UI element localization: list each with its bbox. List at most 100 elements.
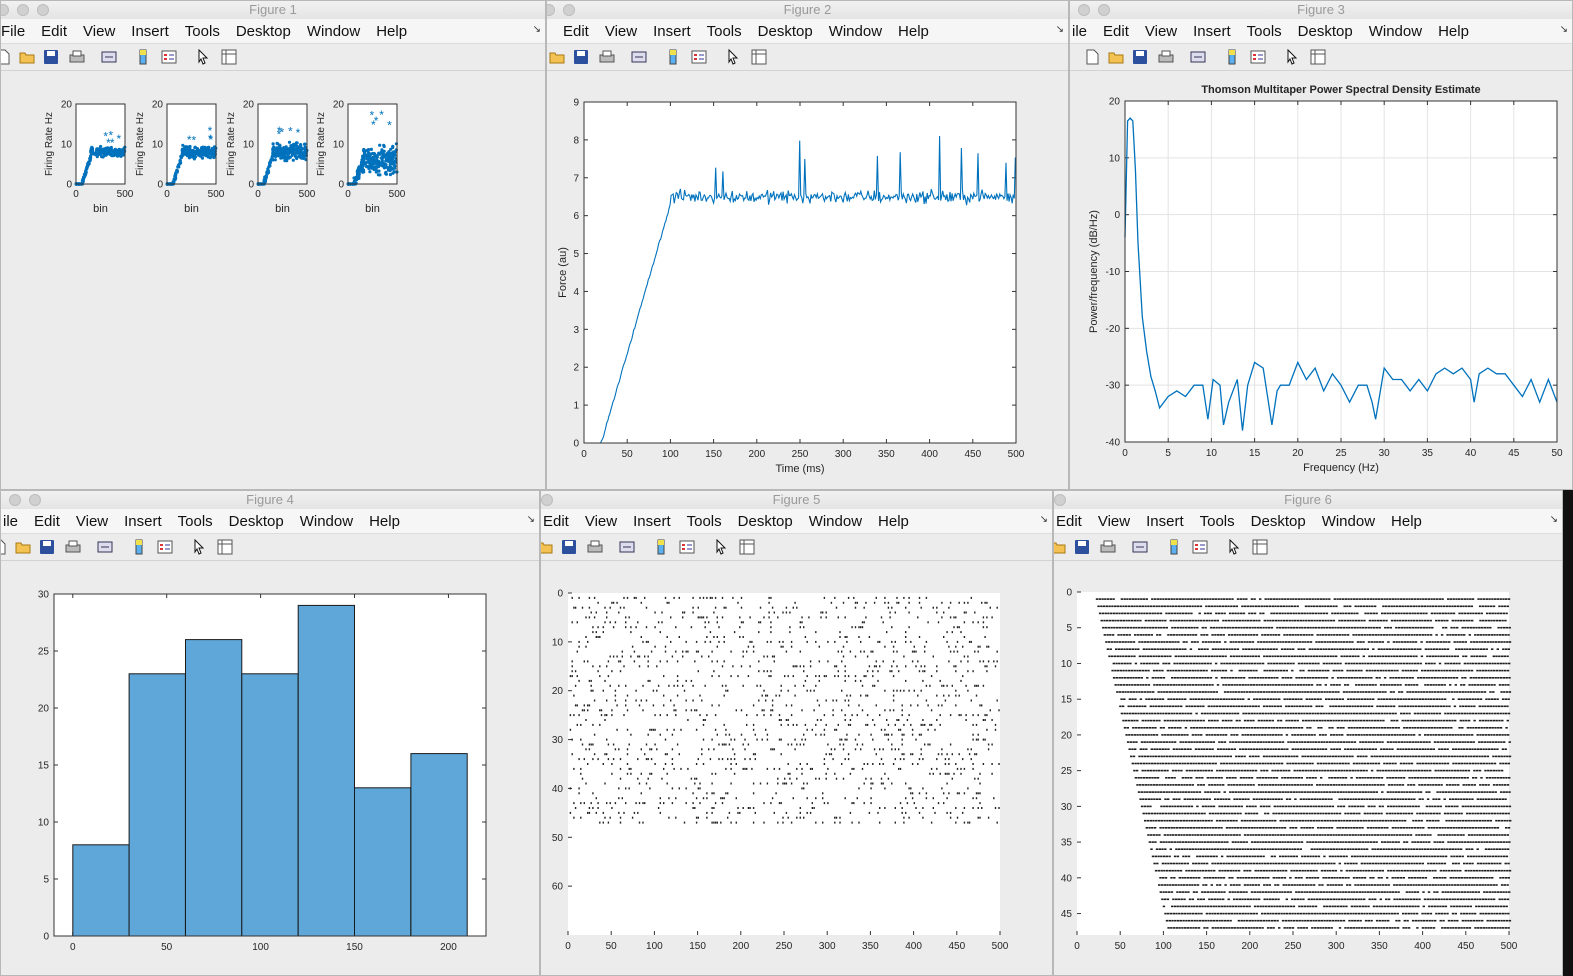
menu-window[interactable]: Window [1321,513,1376,530]
menu-edit[interactable]: Edit [543,513,569,530]
menu-window[interactable]: Window [299,513,354,530]
colorbar-icon[interactable] [665,49,681,65]
menu-ile[interactable]: ile [3,513,19,530]
zoom-window-icon[interactable] [29,494,41,506]
menu-desktop[interactable]: Desktop [235,23,291,40]
minimize-window-icon[interactable] [1078,4,1090,16]
link-icon[interactable] [631,49,647,65]
menu-window[interactable]: Window [1368,23,1423,40]
legend-icon[interactable] [679,539,695,555]
window-titlebar[interactable]: Figure 2 [547,1,1068,19]
minimize-window-icon[interactable] [9,494,21,506]
link-icon[interactable] [101,49,117,65]
save-icon[interactable] [1132,49,1148,65]
menu-file[interactable]: File [1,23,26,40]
open-file-icon[interactable] [15,539,31,555]
dock-arrow-icon[interactable]: ↘ [1559,24,1568,35]
menu-ile[interactable]: ile [1072,23,1088,40]
save-icon[interactable] [561,539,577,555]
window-titlebar[interactable]: Figure 1 [1,1,545,19]
legend-icon[interactable] [161,49,177,65]
menu-tools[interactable]: Tools [1246,23,1282,40]
property-editor-icon[interactable] [751,49,767,65]
minimize-window-icon[interactable] [547,4,555,16]
zoom-window-icon[interactable] [1098,4,1110,16]
dock-arrow-icon[interactable]: ↘ [1039,514,1048,525]
colorbar-icon[interactable] [653,539,669,555]
plot-area[interactable]: 0 50 100 150 200 250 300 350 400 450 5000102030405… [541,561,1053,976]
plot-area[interactable]: 0 50 100 150 200 250 300 350 400 450 5000510152025… [1054,561,1563,976]
minimize-window-icon[interactable] [541,494,553,506]
colorbar-icon[interactable] [131,539,147,555]
pointer-icon[interactable] [713,539,729,555]
save-icon[interactable] [573,49,589,65]
menu-view[interactable]: View [1097,513,1131,530]
open-file-icon[interactable] [549,49,565,65]
menu-tools[interactable]: Tools [706,23,742,40]
menu-desktop[interactable]: Desktop [1297,23,1353,40]
menu-edit[interactable]: Edit [41,23,68,40]
menu-help[interactable]: Help [376,23,408,40]
close-window-icon[interactable] [1,4,9,16]
property-editor-icon[interactable] [1310,49,1326,65]
open-file-icon[interactable] [19,49,35,65]
dock-arrow-icon[interactable]: ↘ [526,514,535,525]
colorbar-icon[interactable] [1224,49,1240,65]
print-icon[interactable] [65,539,81,555]
colorbar-icon[interactable] [135,49,151,65]
menu-insert[interactable]: Insert [653,23,691,40]
menu-view[interactable]: View [584,513,618,530]
menu-help[interactable]: Help [1438,23,1469,40]
pointer-icon[interactable] [195,49,211,65]
zoom-window-icon[interactable] [563,4,575,16]
window-titlebar[interactable]: Figure 3 [1070,1,1572,19]
menu-desktop[interactable]: Desktop [228,513,284,530]
new-figure-icon[interactable] [1084,49,1100,65]
save-icon[interactable] [1074,539,1090,555]
print-icon[interactable] [599,49,615,65]
menu-tools[interactable]: Tools [686,513,722,530]
menu-help[interactable]: Help [369,513,400,530]
menu-edit[interactable]: Edit [34,513,60,530]
window-titlebar[interactable]: Figure 4 [1,491,539,509]
open-file-icon[interactable] [1053,539,1066,555]
legend-icon[interactable] [1250,49,1266,65]
window-titlebar[interactable]: Figure 6 [1054,491,1562,509]
menu-help[interactable]: Help [878,513,909,530]
link-icon[interactable] [619,539,635,555]
menu-desktop[interactable]: Desktop [1250,513,1306,530]
print-icon[interactable] [1100,539,1116,555]
colorbar-icon[interactable] [1166,539,1182,555]
menu-window[interactable]: Window [828,23,883,40]
property-editor-icon[interactable] [739,539,755,555]
property-editor-icon[interactable] [217,539,233,555]
menu-tools[interactable]: Tools [184,23,220,40]
menu-tools[interactable]: Tools [177,513,213,530]
save-icon[interactable] [39,539,55,555]
plot-area[interactable]: 0 50 100 150 200 250 300 350 400 450 5000123456789… [547,71,1069,490]
open-file-icon[interactable] [1108,49,1124,65]
print-icon[interactable] [587,539,603,555]
minimize-window-icon[interactable] [1054,494,1066,506]
zoom-window-icon[interactable] [37,4,49,16]
new-figure-icon[interactable] [0,539,7,555]
link-icon[interactable] [97,539,113,555]
dock-arrow-icon[interactable]: ↘ [532,24,541,35]
menu-desktop[interactable]: Desktop [737,513,793,530]
pointer-icon[interactable] [1226,539,1242,555]
property-editor-icon[interactable] [221,49,237,65]
menu-edit[interactable]: Edit [1056,513,1082,530]
menu-edit[interactable]: Edit [563,23,589,40]
menu-edit[interactable]: Edit [1103,23,1129,40]
plot-area[interactable]: Thomson Multitaper Power Spectral Densit… [1070,71,1573,490]
legend-icon[interactable] [691,49,707,65]
menu-insert[interactable]: Insert [633,513,671,530]
pointer-icon[interactable] [725,49,741,65]
menu-help[interactable]: Help [1391,513,1422,530]
dock-arrow-icon[interactable]: ↘ [1549,514,1558,525]
save-icon[interactable] [43,49,59,65]
menu-help[interactable]: Help [898,23,929,40]
new-figure-icon[interactable] [0,49,11,65]
